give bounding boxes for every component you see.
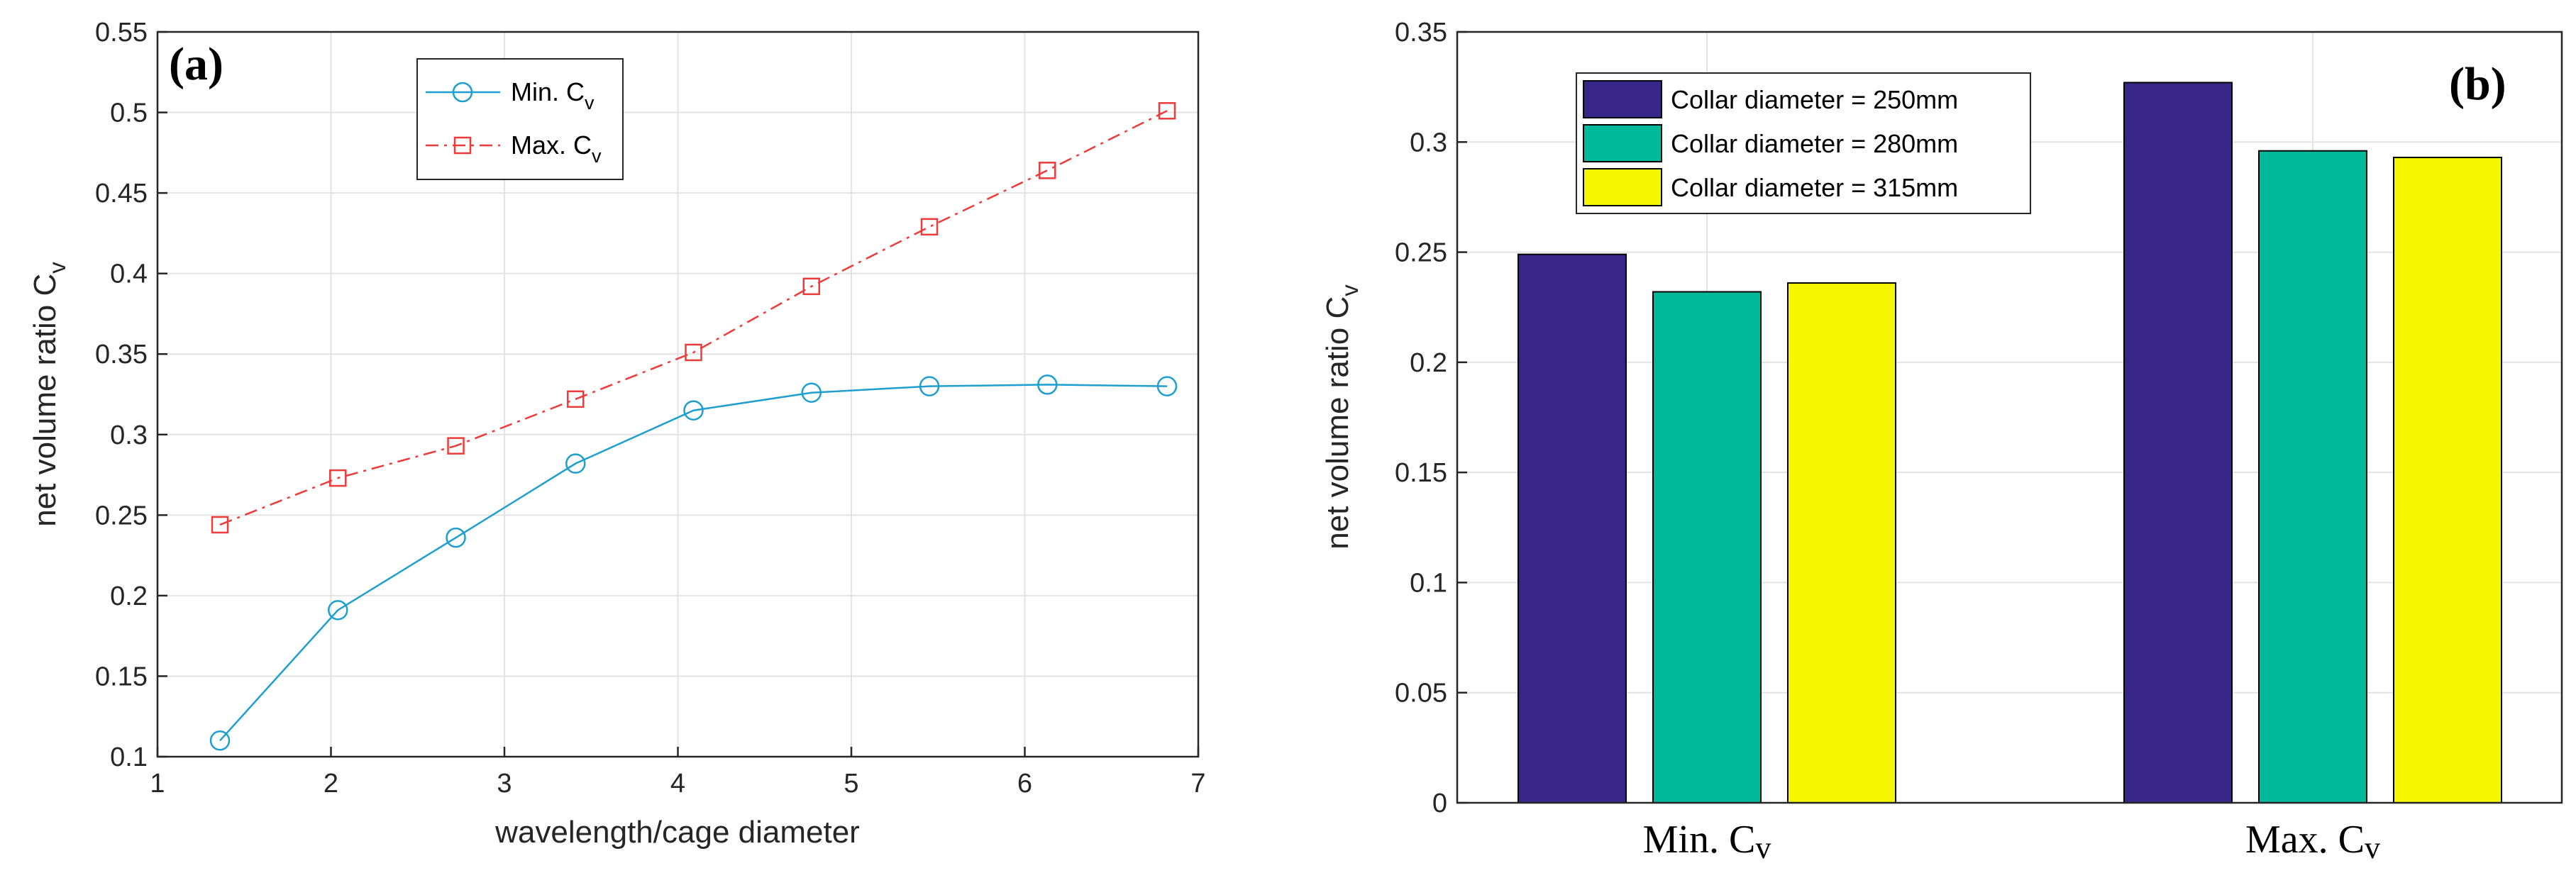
series-max-point — [685, 343, 702, 362]
legend-max-label: Max. Cv — [511, 130, 602, 167]
panel-a-x-tick-label: 4 — [670, 769, 685, 799]
legend-label-280mm: Collar diameter = 280mm — [1671, 129, 1958, 158]
panel-a-y-ticks: 0.1 0.15 0.2 0.25 0.3 0.35 0.4 0.45 0.5 0.55 — [95, 18, 167, 772]
panel-a-x-ticks: 1 2 3 4 5 6 7 — [150, 747, 1206, 799]
panel-a-y-tick-label: 0.3 — [110, 421, 148, 450]
panel-a-grid — [157, 31, 1199, 757]
series-min-point — [1037, 374, 1058, 395]
series-max-point — [1039, 162, 1056, 179]
panel-a-y-tick-label: 0.1 — [110, 743, 148, 772]
panel-b-category-max: Max. Cv — [2245, 818, 2380, 865]
series-max-line — [219, 110, 1168, 526]
legend-label-315mm: Collar diameter = 315mm — [1671, 173, 1958, 202]
panel-b-bars — [1518, 82, 2502, 804]
series-max-point — [447, 437, 465, 455]
panel-a-y-tick-label: 0.35 — [95, 340, 148, 369]
bar-315mm-max — [2393, 157, 2502, 804]
bar-250mm-min — [1518, 253, 1627, 804]
panel-b-y-tick-label: 0.15 — [1395, 458, 1447, 488]
panel-a-x-tick-label: 3 — [497, 769, 512, 799]
series-min-point — [328, 600, 348, 621]
panel-a-x-tick-label: 1 — [150, 769, 165, 799]
panel-a-series — [209, 102, 1178, 751]
panel-a-y-tick-label: 0.5 — [110, 99, 148, 128]
legend-swatch-280mm-icon — [1583, 124, 1662, 162]
panel-b-y-tick-label: 0.35 — [1395, 18, 1447, 48]
panel-a-x-tick-label: 7 — [1190, 769, 1205, 799]
series-max-point — [566, 390, 585, 408]
legend-swatch-250mm-icon — [1583, 80, 1662, 118]
series-min-point — [683, 400, 704, 421]
bar-315mm-min — [1787, 282, 1896, 804]
bar-250mm-max — [2123, 82, 2233, 804]
legend-max-square-marker-icon — [453, 136, 472, 155]
legend-min-label: Min. Cv — [511, 77, 595, 113]
series-min-point — [801, 382, 822, 403]
panel-b-y-tick-label: 0.3 — [1410, 128, 1447, 157]
panel-a-label: (a) — [169, 38, 223, 90]
legend-swatch-315mm-icon — [1583, 168, 1662, 206]
panel-b-y-tick-label: 0.05 — [1395, 679, 1447, 708]
panel-a-legend-box — [416, 58, 624, 180]
bar-280mm-min — [1652, 291, 1762, 804]
panel-b-y-tick-label: 0.2 — [1410, 348, 1447, 378]
series-min-point — [565, 453, 586, 474]
series-min-point — [919, 376, 940, 396]
panel-b-category-min: Min. Cv — [1643, 818, 1771, 865]
series-min-point — [1156, 376, 1178, 396]
panel-a-y-tick-label: 0.4 — [110, 260, 148, 289]
panel-a-y-tick-label: 0.2 — [110, 582, 148, 611]
panel-b-axes-box — [1456, 30, 2563, 804]
series-min-line — [219, 384, 1168, 742]
panel-b-bar-chart: 0 0.05 0.1 0.15 0.2 0.25 0.3 0.35 (b) Collar di… — [1320, 18, 2563, 865]
series-min-point — [446, 527, 466, 548]
legend-label-250mm: Collar diameter = 250mm — [1671, 85, 1958, 114]
panel-a-x-tick-label: 5 — [844, 769, 858, 799]
panel-b-y-tick-label: 0.1 — [1410, 568, 1447, 598]
panel-a-x-axis-label: wavelength/cage diameter — [494, 815, 860, 850]
panel-a-x-tick-label: 6 — [1017, 769, 1032, 799]
series-max-point — [920, 218, 939, 236]
panel-a-y-tick-label: 0.45 — [95, 179, 148, 208]
panel-b-y-tick-label: 0.25 — [1395, 238, 1447, 268]
series-max-point — [329, 469, 347, 487]
series-max-point — [1158, 102, 1176, 120]
legend-min-circle-marker-icon — [452, 82, 473, 103]
panel-b-y-axis-label: net volume ratio Cv — [1320, 284, 1363, 550]
series-max-point — [802, 277, 821, 296]
series-min-point — [209, 730, 231, 751]
series-max-point — [211, 516, 229, 534]
panel-b-legend: Collar diameter = 250mm Collar diameter … — [1576, 72, 2031, 214]
panel-b-y-ticks: 0 0.05 0.1 0.15 0.2 0.25 0.3 0.35 — [1395, 18, 1467, 818]
panel-b-y-tick-label: 0 — [1432, 789, 1447, 818]
panel-a-line-chart: 0.1 0.15 0.2 0.25 0.3 0.35 0.4 0.45 0.5 0.55 1 2 3 4… — [28, 18, 1206, 850]
panel-a-y-axis-label: net volume ratio Cv — [28, 262, 70, 527]
panel-a-y-tick-label: 0.25 — [95, 501, 148, 530]
panel-a-legend: Min. Cv Max. Cv — [416, 58, 624, 180]
panel-a-y-tick-label: 0.15 — [95, 662, 148, 691]
panel-b-label: (b) — [2449, 58, 2506, 110]
bar-280mm-max — [2258, 150, 2367, 804]
panel-a-x-tick-label: 2 — [324, 769, 338, 799]
panel-a-y-tick-label: 0.55 — [95, 18, 148, 48]
